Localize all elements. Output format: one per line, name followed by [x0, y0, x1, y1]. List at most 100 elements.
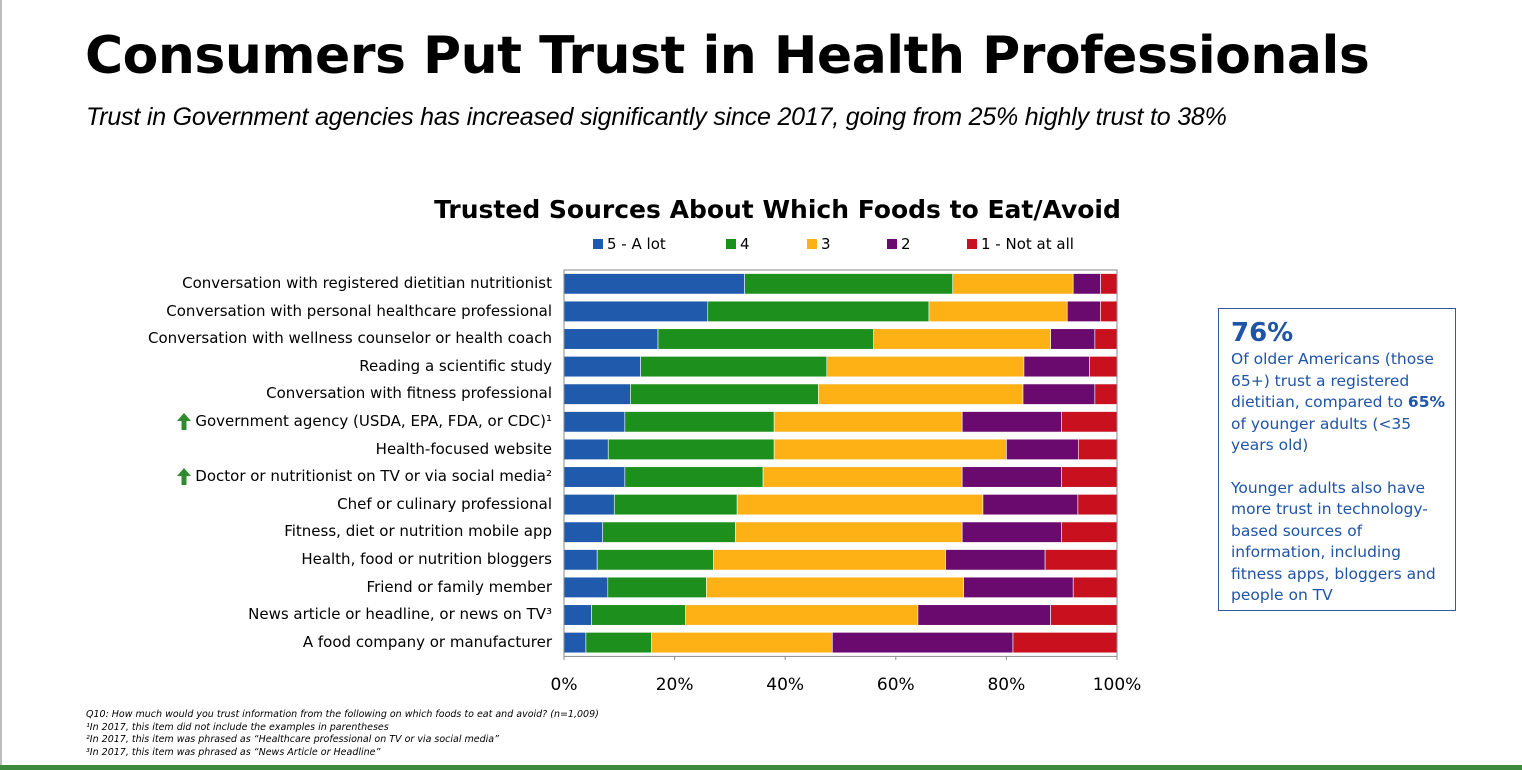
bar-segment-row7-s1	[624, 466, 764, 488]
bar-segment-row6-s0	[563, 438, 609, 460]
bar-segment-row9-s3	[961, 521, 1063, 543]
category-label: Doctor or nutritionist on TV or via soci…	[177, 463, 552, 491]
category-label-text: Government agency (USDA, EPA, FDA, or CD…	[195, 412, 552, 430]
callout-text: Of older Americans (those 65+) trust a r…	[1231, 349, 1445, 457]
left-edge-rule	[0, 0, 2, 770]
bar-segment-row6-s2	[773, 438, 1007, 460]
callout-box: 76% Of older Americans (those 65+) trust…	[1218, 308, 1456, 611]
category-label-text: Conversation with registered dietitian n…	[182, 274, 552, 292]
legend-label: 2	[901, 235, 911, 253]
bar-segment-row7-s2	[762, 466, 963, 488]
category-label-text: A food company or manufacturer	[302, 632, 552, 651]
bar-segment-row2-s0	[563, 328, 659, 350]
bar-segment-row2-s4	[1094, 328, 1118, 350]
category-label-text: Fitness, diet or nutrition mobile app	[284, 522, 552, 541]
category-label-text: Reading a scientific study	[359, 356, 552, 375]
legend-item: 2	[887, 234, 911, 254]
category-label: Health-focused website	[376, 436, 552, 464]
page-subtitle: Trust in Government agencies has increas…	[86, 103, 1227, 131]
footnotes: Q10: How much would you trust informatio…	[86, 709, 599, 759]
legend-label: 1 - Not at all	[981, 235, 1074, 253]
category-label: News article or headline, or news on TV³	[248, 601, 552, 629]
category-label-text: Doctor or nutritionist on TV or via soci…	[195, 467, 552, 486]
x-tick-label: 80%	[987, 675, 1026, 695]
legend-swatch	[967, 239, 977, 249]
bar-segment-row8-s3	[982, 494, 1079, 516]
bar-segment-row6-s1	[607, 438, 775, 460]
category-label: Conversation with wellness counselor or …	[148, 325, 552, 353]
bar-segment-row3-s1	[640, 356, 828, 378]
bar-segment-row10-s3	[945, 549, 1046, 571]
bar-segment-row7-s3	[961, 466, 1063, 488]
bar-segment-row5-s1	[624, 411, 775, 433]
callout-line2: of younger adults (<35 years old)	[1231, 414, 1412, 455]
category-label: Chef or culinary professional	[337, 491, 552, 519]
callout-paragraph2: Younger adults also have more trust in t…	[1231, 478, 1436, 605]
legend-swatch	[593, 239, 603, 249]
bar-segment-row3-s2	[826, 356, 1025, 378]
bar-segment-row1-s1	[707, 300, 930, 322]
legend-item: 3	[807, 234, 831, 254]
callout-stat: 76%	[1231, 318, 1294, 348]
legend-label: 4	[740, 235, 750, 253]
category-label: Conversation with fitness professional	[266, 380, 552, 408]
bar-segment-row13-s0	[563, 632, 587, 654]
chart-legend: 5 - A lot 4 3 2 1 - Not at all	[560, 234, 1160, 254]
footnote-line: ¹In 2017, this item did not include the …	[86, 721, 389, 733]
category-label: Government agency (USDA, EPA, FDA, or CD…	[177, 408, 552, 436]
category-label: Friend or family member	[367, 574, 552, 602]
callout-bold-stat: 65%	[1407, 393, 1446, 411]
bar-segment-row8-s4	[1077, 494, 1118, 516]
bar-segment-row5-s4	[1061, 411, 1118, 433]
bar-segment-row5-s3	[961, 411, 1063, 433]
bar-segment-row2-s3	[1050, 328, 1096, 350]
bar-segment-row13-s2	[651, 632, 833, 654]
category-label-text: Conversation with wellness counselor or …	[148, 329, 552, 348]
bar-segment-row9-s2	[735, 521, 963, 543]
bar-segment-row10-s2	[713, 549, 946, 571]
legend-swatch	[807, 239, 817, 249]
bar-segment-row2-s2	[873, 328, 1051, 350]
bar-segment-row7-s4	[1061, 466, 1118, 488]
legend-label: 3	[821, 235, 831, 253]
callout-line1: Of older Americans (those 65+) trust a r…	[1231, 350, 1434, 411]
category-label-text: Chef or culinary professional	[337, 494, 552, 513]
footnote-line: ³In 2017, this item was phrased as “News…	[86, 746, 381, 758]
category-label: Conversation with registered dietitian n…	[182, 270, 552, 298]
bar-segment-row9-s0	[563, 521, 604, 543]
bar-segment-row0-s0	[563, 273, 745, 295]
category-label-text: Conversation with personal healthcare pr…	[166, 301, 552, 320]
bar-segment-row12-s0	[563, 604, 592, 626]
x-tick-label: 60%	[876, 675, 915, 695]
bar-segment-row1-s0	[563, 300, 709, 322]
legend-item: 4	[726, 234, 750, 254]
category-label: Reading a scientific study	[359, 353, 552, 381]
category-label: Fitness, diet or nutrition mobile app	[284, 518, 552, 546]
bar-segment-row1-s2	[928, 300, 1068, 322]
green-up-arrow-icon	[177, 413, 192, 431]
bar-segment-row8-s1	[613, 494, 738, 516]
bar-segment-row13-s3	[831, 632, 1014, 654]
bar-segment-row13-s4	[1012, 632, 1118, 654]
bar-segment-row3-s4	[1089, 356, 1118, 378]
category-label: Conversation with personal healthcare pr…	[166, 298, 552, 326]
bottom-accent-bar	[0, 765, 1522, 770]
bar-segment-row4-s2	[818, 383, 1024, 405]
bar-segment-row5-s0	[563, 411, 626, 433]
legend-swatch	[887, 239, 897, 249]
bar-segment-row3-s0	[563, 356, 641, 378]
x-tick-label: 20%	[655, 675, 694, 695]
bar-segment-row9-s1	[602, 521, 736, 543]
x-tick-label: 40%	[766, 675, 805, 695]
bar-segment-row12-s2	[685, 604, 919, 626]
category-label-text: Conversation with fitness professional	[266, 384, 552, 403]
bar-segment-row3-s3	[1023, 356, 1090, 378]
plot-frame	[563, 269, 1118, 657]
stacked-bar-chart	[563, 269, 1118, 660]
bar-segment-row11-s3	[963, 576, 1074, 598]
bar-segment-row5-s2	[773, 411, 963, 433]
bar-segment-row11-s1	[607, 576, 707, 598]
bar-segment-row11-s2	[706, 576, 964, 598]
bar-segment-row1-s3	[1066, 300, 1101, 322]
bar-segment-row0-s4	[1100, 273, 1118, 295]
